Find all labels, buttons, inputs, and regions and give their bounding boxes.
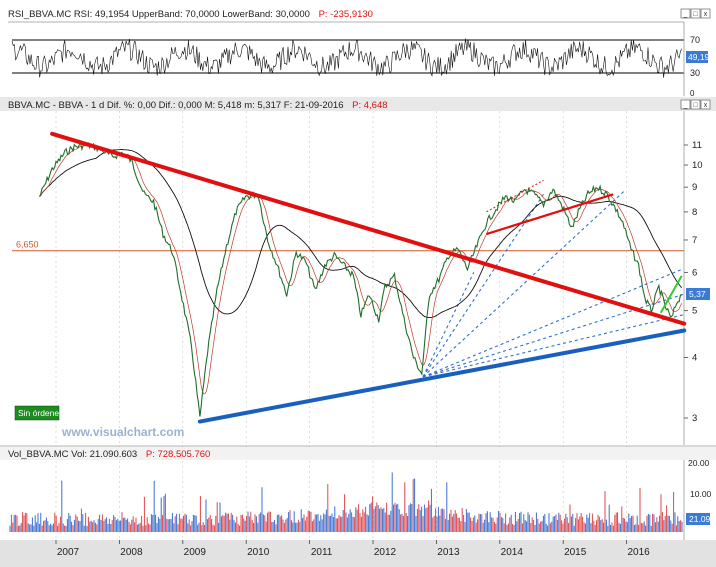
volume-tick-10000: 10.00 xyxy=(690,489,712,499)
x-tick-label-2010: 2010 xyxy=(247,547,270,558)
price-panel: BBVA.MC - BBVA - 1 d Dif. %: 0,00 Dif.: … xyxy=(0,97,716,540)
volume-bars xyxy=(9,472,683,532)
volume-panel: Vol_BBVA.MC Vol: 21.090.603 P: 728.505.7… xyxy=(0,445,716,540)
rsi-panel: RSI_BBVA.MC RSI: 49,1954 UpperBand: 70,0… xyxy=(8,8,711,98)
x-tick-label-2014: 2014 xyxy=(501,547,524,558)
short-uptrend-line xyxy=(659,275,683,314)
rsi-window-controls[interactable]: _ □ x xyxy=(680,8,711,19)
trendlines xyxy=(50,131,687,424)
moving-average-long xyxy=(39,149,683,319)
rsi-tick-70: 70 xyxy=(690,35,700,45)
svg-text:_: _ xyxy=(683,11,688,18)
downtrend-line xyxy=(50,131,687,326)
price-series xyxy=(39,142,682,417)
fan-line-5 xyxy=(422,293,684,378)
fan-line-3 xyxy=(422,189,627,378)
fan-line-6 xyxy=(422,314,684,378)
x-tick-label-2016: 2016 xyxy=(627,547,650,558)
y-tick-label-7: 7 xyxy=(692,235,697,246)
rsi-current-box xyxy=(686,51,708,63)
rsi-current-label: 49,19 xyxy=(688,52,710,62)
x-tick-label-2007: 2007 xyxy=(57,547,80,558)
x-tick-label-2013: 2013 xyxy=(437,547,460,558)
year-gridlines xyxy=(55,111,627,540)
y-tick-label-3: 3 xyxy=(692,413,697,424)
x-tick-label-2009: 2009 xyxy=(184,547,207,558)
svg-text:x: x xyxy=(704,102,708,109)
price-current-label: 5,37 xyxy=(689,289,706,299)
rsi-title: RSI_BBVA.MC RSI: 49,1954 UpperBand: 70,0… xyxy=(8,9,373,20)
x-tick-label-2008: 2008 xyxy=(120,547,143,558)
svg-text:Sin órdenes: Sin órdenes xyxy=(18,408,63,418)
channel-line xyxy=(486,193,614,236)
price-current-box xyxy=(686,288,710,300)
y-tick-label-6: 6 xyxy=(692,267,697,278)
fan-line-1 xyxy=(422,272,475,378)
y-tick-label-8: 8 xyxy=(692,207,697,218)
volume-current-box xyxy=(686,513,710,525)
sin-ordenes-badge[interactable]: Sin órdenes xyxy=(14,405,63,421)
price-window-controls[interactable]: _ □ x xyxy=(680,99,711,110)
svg-text:□: □ xyxy=(693,102,698,109)
fan-line-4 xyxy=(422,268,684,378)
fan-trendlines xyxy=(422,189,684,378)
y-tick-label-9: 9 xyxy=(692,182,697,193)
rsi-line xyxy=(11,38,682,78)
x-tick-label-2011: 2011 xyxy=(311,547,333,558)
volume-current-label: 21.09 xyxy=(689,514,711,524)
channel-line-upper xyxy=(486,179,544,213)
x-tick-label-2015: 2015 xyxy=(564,547,587,558)
rsi-tick-30: 30 xyxy=(690,68,700,78)
uptrend-line xyxy=(197,328,687,424)
fan-line-2 xyxy=(422,193,544,378)
rsi-series xyxy=(11,38,682,78)
price-title: BBVA.MC - BBVA - 1 d Dif. %: 0,00 Dif.: … xyxy=(8,100,388,111)
svg-text:□: □ xyxy=(693,11,698,18)
rsi-tick-0: 0 xyxy=(690,89,695,98)
moving-average-short xyxy=(39,144,683,395)
y-tick-label-4: 4 xyxy=(692,353,697,364)
level-line-label: 6,650 xyxy=(16,240,39,250)
price-y-axis: 3 4 5 6 7 8 9 10 11 xyxy=(684,140,703,424)
svg-text:_: _ xyxy=(683,102,688,109)
x-axis: 2007 2008 2009 2010 2011 2012 2013 2014 2015 2016 xyxy=(0,540,716,567)
volume-title: Vol_BBVA.MC Vol: 21.090.603 P: 728.505.7… xyxy=(8,449,210,460)
watermark: www.visualchart.com xyxy=(61,425,184,439)
y-tick-label-10: 10 xyxy=(692,160,703,171)
y-tick-label-11: 11 xyxy=(692,140,702,151)
volume-tick-20000: 20.00 xyxy=(688,458,710,468)
x-tick-label-2012: 2012 xyxy=(374,547,397,558)
svg-text:x: x xyxy=(704,11,708,18)
y-tick-label-5: 5 xyxy=(692,306,697,317)
